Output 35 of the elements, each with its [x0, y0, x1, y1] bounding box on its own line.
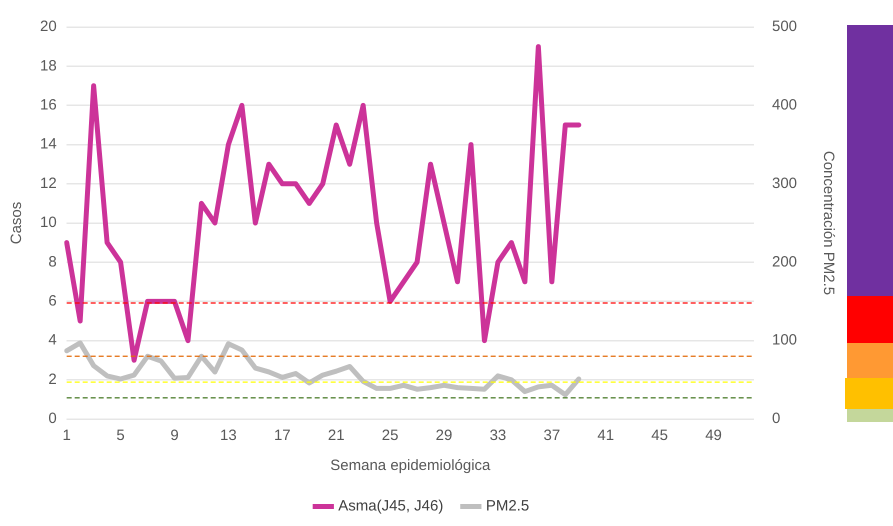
y-tick-label: 18	[40, 57, 57, 74]
y2-tick-label: 200	[772, 253, 798, 270]
y-tick-label: 4	[48, 332, 57, 349]
y-tick-label: 12	[40, 174, 57, 192]
x-tick-label: 29	[436, 427, 452, 444]
x-tick-label: 21	[328, 427, 345, 444]
y2-tick-label: 400	[772, 96, 798, 114]
x-tick-label: 5	[116, 427, 125, 444]
y-tick-label: 16	[40, 96, 57, 114]
x-tick-label: 13	[220, 427, 237, 444]
x-tick-label: 49	[705, 427, 722, 444]
y2-tick-label: 500	[772, 18, 798, 36]
x-axis-title: Semana epidemiológica	[330, 457, 492, 474]
x-tick-label: 17	[274, 427, 291, 444]
y2-tick-label: 0	[772, 410, 780, 428]
x-tick-label: 37	[543, 427, 560, 444]
y-tick-label: 14	[40, 136, 57, 153]
x-tick-label: 25	[382, 427, 398, 444]
y-tick-label: 0	[48, 410, 57, 428]
y2-tick-label: 300	[772, 174, 798, 192]
x-tick-label: 41	[597, 427, 614, 444]
legend-label: PM2.5	[486, 498, 530, 515]
y2-axis-title: Concentración PM2.5	[820, 150, 837, 296]
y-tick-label: 10	[40, 214, 57, 232]
x-tick-label: 33	[490, 427, 506, 444]
y-tick-label: 6	[48, 292, 57, 310]
legend-label: Asma(J45, J46)	[338, 498, 444, 515]
y-tick-label: 2	[48, 370, 57, 388]
y2-tick-label: 100	[772, 332, 798, 349]
x-tick-label: 45	[651, 427, 668, 444]
y-tick-label: 8	[48, 253, 57, 270]
y-tick-label: 20	[40, 18, 57, 36]
x-tick-label: 9	[170, 427, 179, 444]
x-tick-label: 1	[62, 427, 71, 444]
y-axis-title: Casos	[8, 202, 26, 244]
